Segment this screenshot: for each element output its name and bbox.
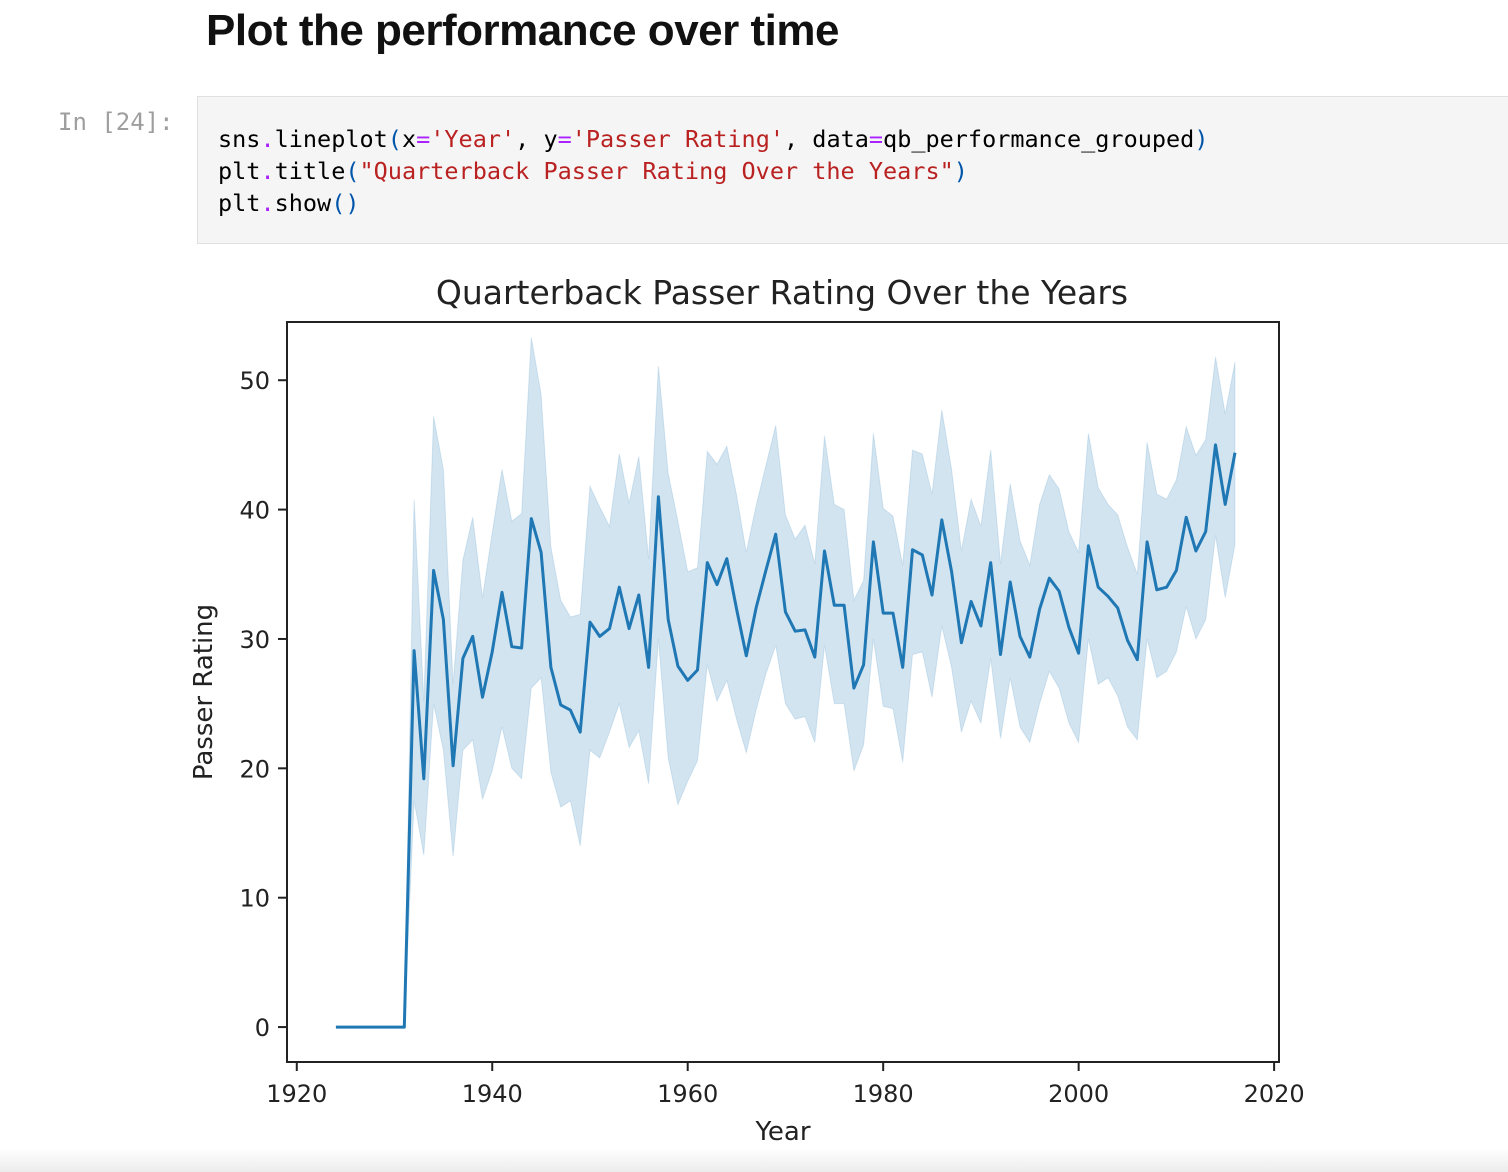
token-function: lineplot — [274, 125, 388, 153]
token-module: plt — [218, 189, 261, 217]
token-string: 'Passer Rating' — [571, 125, 784, 153]
token-operator: . — [260, 157, 275, 185]
y-axis-label: Passer Rating — [189, 604, 219, 780]
y-tick-label: 20 — [239, 755, 270, 783]
y-tick-label: 50 — [239, 367, 270, 395]
cell-prompt: In [24]: — [58, 108, 174, 136]
plot-area — [335, 337, 1237, 1029]
token-comma: , — [515, 125, 544, 153]
x-tick-label: 2020 — [1244, 1080, 1305, 1108]
page-bottom-edge — [0, 1148, 1508, 1172]
token-module: sns — [218, 125, 261, 153]
confidence-band — [335, 337, 1236, 1028]
code-line-2: plt.title("Quarterback Passer Rating Ove… — [218, 157, 968, 185]
axes-frame — [286, 321, 1280, 1063]
token-function: title — [274, 157, 346, 185]
token-paren: ( — [331, 189, 346, 217]
token-paren: ) — [1194, 125, 1209, 153]
token-arg-name: x — [401, 125, 417, 153]
y-tick-label: 10 — [239, 885, 270, 913]
token-function: show — [274, 189, 332, 217]
token-operator: . — [260, 189, 275, 217]
token-module: plt — [218, 157, 261, 185]
token-operator: = — [557, 125, 572, 153]
chart-title: Quarterback Passer Rating Over the Years — [436, 273, 1128, 312]
token-operator: . — [260, 125, 275, 153]
code-cell[interactable]: sns.lineplot(x='Year', y='Passer Rating'… — [197, 96, 1508, 244]
y-tick-label: 30 — [239, 626, 270, 654]
token-string: 'Year' — [430, 125, 516, 153]
x-axis-label: Year — [754, 1117, 810, 1147]
y-tick-label: 0 — [255, 1014, 270, 1042]
passer-rating-line-chart: Quarterback Passer Rating Over the Years… — [189, 273, 1305, 1147]
token-comma: , — [784, 125, 813, 153]
x-axis: 1920 1940 1960 1980 2000 2020 — [266, 1062, 1305, 1108]
y-axis: 0 10 20 30 40 50 — [239, 367, 287, 1042]
token-arg-name: y — [543, 125, 558, 153]
token-paren: ) — [953, 157, 968, 185]
code-editor[interactable]: sns.lineplot(x='Year', y='Passer Rating'… — [218, 123, 1208, 219]
x-tick-label: 1980 — [853, 1080, 914, 1108]
token-paren: ) — [345, 189, 360, 217]
section-heading: Plot the performance over time — [206, 6, 839, 55]
y-tick-label: 40 — [239, 497, 270, 525]
x-tick-label: 1960 — [657, 1080, 718, 1108]
x-tick-label: 1940 — [462, 1080, 523, 1108]
passer-rating-line — [335, 443, 1237, 1029]
token-variable: qb_performance_grouped — [883, 125, 1195, 153]
token-string: "Quarterback Passer Rating Over the Year… — [359, 157, 954, 185]
token-paren: ( — [345, 157, 360, 185]
token-paren: ( — [387, 125, 402, 153]
code-line-3: plt.show() — [218, 189, 360, 217]
token-arg-name: data — [812, 125, 869, 153]
code-line-1: sns.lineplot(x='Year', y='Passer Rating'… — [218, 125, 1208, 153]
x-tick-label: 2000 — [1048, 1080, 1109, 1108]
x-tick-label: 1920 — [266, 1080, 327, 1108]
token-operator: = — [416, 125, 431, 153]
token-operator: = — [868, 125, 884, 153]
